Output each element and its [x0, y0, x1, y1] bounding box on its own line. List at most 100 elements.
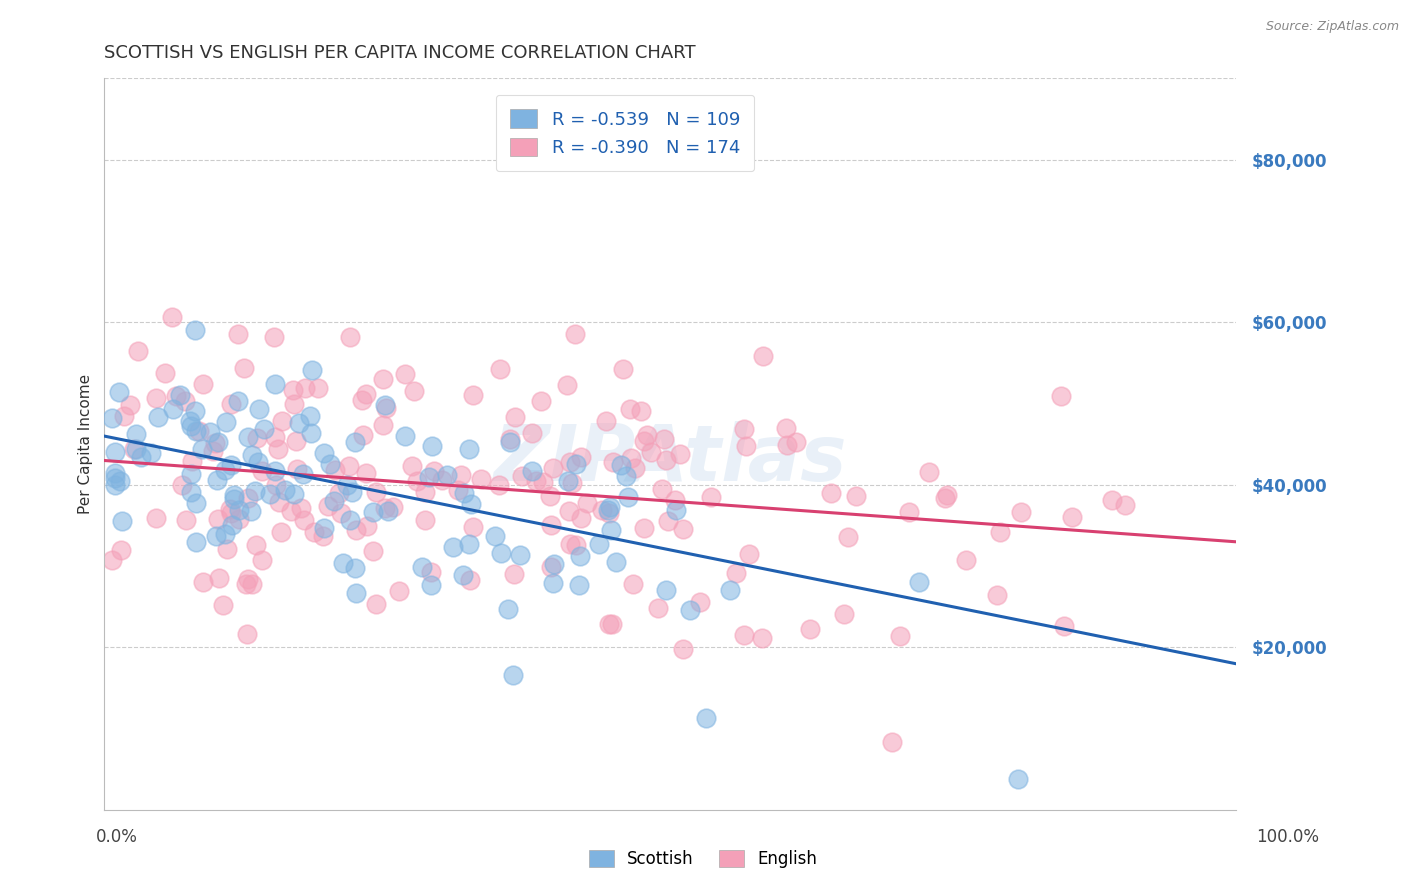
- Point: [292, 513, 315, 527]
- Point: [352, 428, 374, 442]
- Point: [752, 350, 775, 364]
- Point: [415, 513, 437, 527]
- Point: [907, 574, 929, 589]
- Point: [307, 382, 329, 396]
- Point: [145, 510, 167, 524]
- Point: [620, 450, 643, 465]
- Legend: Scottish, English: Scottish, English: [581, 842, 825, 877]
- Point: [669, 447, 692, 461]
- Point: [267, 495, 290, 509]
- Point: [238, 491, 260, 506]
- Point: [450, 467, 472, 482]
- Point: [558, 504, 581, 518]
- Point: [671, 642, 693, 657]
- Point: [284, 434, 307, 449]
- Point: [423, 464, 446, 478]
- Point: [441, 540, 464, 554]
- Point: [226, 394, 249, 409]
- Point: [218, 502, 240, 516]
- Point: [1114, 498, 1136, 512]
- Point: [104, 466, 127, 480]
- Point: [224, 491, 246, 506]
- Point: [374, 398, 396, 412]
- Point: [679, 603, 702, 617]
- Point: [247, 402, 270, 417]
- Point: [538, 489, 561, 503]
- Point: [169, 388, 191, 402]
- Point: [654, 583, 676, 598]
- Point: [505, 409, 527, 424]
- Point: [489, 362, 512, 376]
- Point: [207, 435, 229, 450]
- Point: [394, 428, 416, 442]
- Point: [312, 529, 335, 543]
- Point: [339, 330, 361, 344]
- Point: [108, 474, 131, 488]
- Point: [179, 414, 201, 428]
- Point: [540, 518, 562, 533]
- Point: [131, 450, 153, 464]
- Point: [420, 578, 443, 592]
- Point: [560, 475, 582, 490]
- Point: [364, 597, 387, 611]
- Point: [725, 566, 748, 581]
- Point: [520, 464, 543, 478]
- Point: [889, 629, 911, 643]
- Point: [214, 526, 236, 541]
- Point: [373, 372, 395, 386]
- Point: [498, 432, 520, 446]
- Point: [108, 385, 131, 400]
- Point: [180, 485, 202, 500]
- Point: [689, 595, 711, 609]
- Point: [104, 478, 127, 492]
- Point: [292, 467, 315, 481]
- Point: [491, 545, 513, 559]
- Point: [488, 478, 510, 492]
- Point: [614, 469, 637, 483]
- Point: [568, 578, 591, 592]
- Point: [205, 473, 228, 487]
- Point: [285, 462, 308, 476]
- Point: [565, 538, 588, 552]
- Point: [451, 568, 474, 582]
- Point: [496, 602, 519, 616]
- Point: [259, 487, 281, 501]
- Point: [636, 428, 658, 442]
- Point: [245, 483, 267, 498]
- Point: [751, 632, 773, 646]
- Point: [191, 377, 214, 392]
- Text: Source: ZipAtlas.com: Source: ZipAtlas.com: [1265, 20, 1399, 33]
- Point: [598, 506, 620, 520]
- Point: [219, 397, 242, 411]
- Point: [104, 445, 127, 459]
- Text: 0.0%: 0.0%: [96, 828, 138, 846]
- Text: ZIPAtlas: ZIPAtlas: [494, 421, 846, 497]
- Point: [263, 329, 285, 343]
- Point: [153, 366, 176, 380]
- Point: [283, 487, 305, 501]
- Point: [361, 505, 384, 519]
- Point: [374, 500, 396, 515]
- Point: [401, 458, 423, 473]
- Point: [986, 588, 1008, 602]
- Point: [470, 472, 492, 486]
- Point: [616, 490, 638, 504]
- Point: [564, 326, 586, 341]
- Text: 100.0%: 100.0%: [1256, 828, 1319, 846]
- Point: [301, 362, 323, 376]
- Point: [598, 503, 620, 517]
- Point: [672, 522, 695, 536]
- Point: [274, 483, 297, 498]
- Point: [718, 583, 741, 598]
- Point: [198, 425, 221, 440]
- Point: [100, 410, 122, 425]
- Point: [565, 457, 588, 471]
- Point: [240, 577, 263, 591]
- Point: [612, 362, 634, 376]
- Point: [344, 523, 367, 537]
- Point: [323, 493, 346, 508]
- Point: [337, 459, 360, 474]
- Point: [375, 401, 398, 415]
- Point: [569, 549, 592, 563]
- Point: [652, 432, 675, 446]
